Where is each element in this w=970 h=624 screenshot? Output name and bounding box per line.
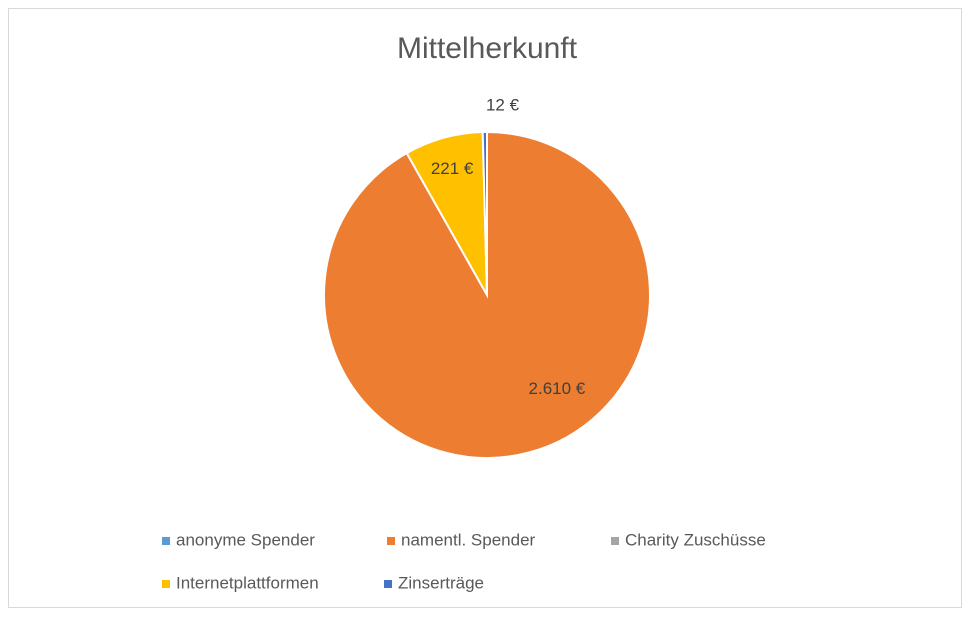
data-label: 12 € [486, 96, 520, 115]
legend-label: namentl. Spender [401, 530, 536, 549]
legend-label: anonyme Spender [176, 530, 315, 549]
legend-label: Charity Zuschüsse [625, 530, 766, 549]
legend-label: Internetplattformen [176, 573, 319, 592]
data-label: 2.610 € [529, 379, 586, 398]
data-label: 221 € [431, 159, 474, 178]
legend-marker [384, 580, 392, 588]
legend-marker [387, 537, 395, 545]
chart-title: Mittelherkunft [397, 32, 578, 65]
legend-marker [162, 537, 170, 545]
legend-label: Zinserträge [398, 573, 484, 592]
legend-marker [162, 580, 170, 588]
pie-slice [481, 130, 488, 296]
legend-marker [611, 537, 619, 545]
